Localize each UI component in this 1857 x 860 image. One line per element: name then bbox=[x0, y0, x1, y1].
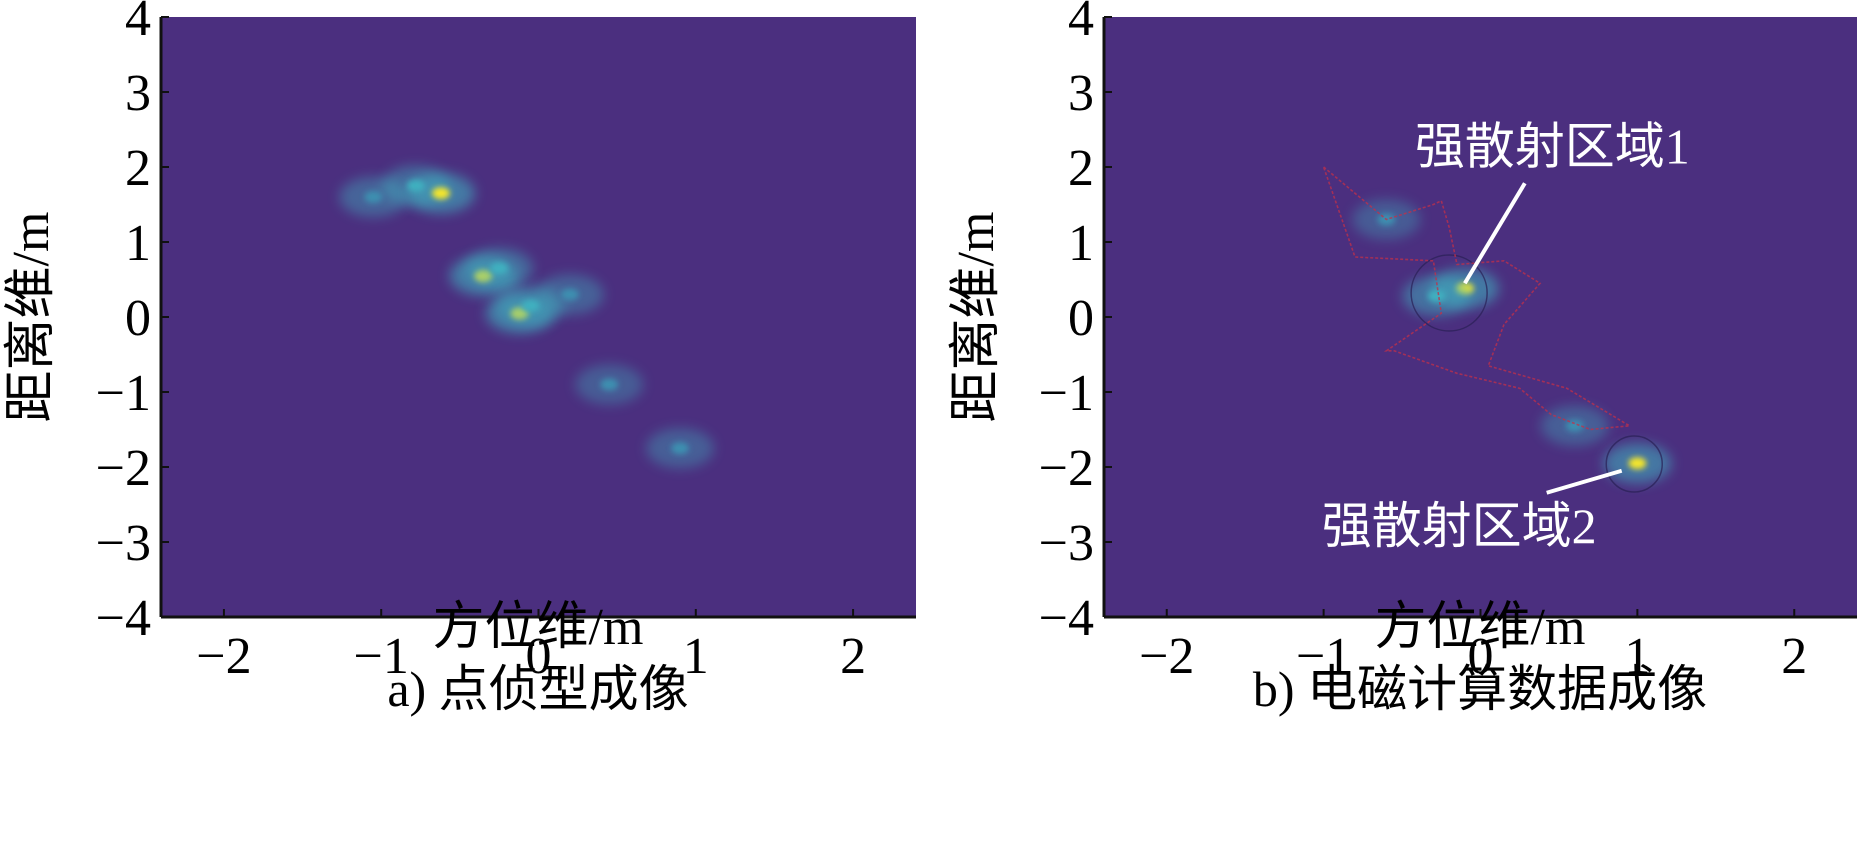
x-axis-label-a: 方位维/m bbox=[433, 599, 644, 656]
x-tick-label: 1 bbox=[683, 628, 709, 685]
x-tick-label: 1 bbox=[1624, 628, 1650, 685]
y-tick-label: 4 bbox=[1068, 0, 1094, 47]
region-marker bbox=[1605, 435, 1663, 493]
x-tick-label: −2 bbox=[1139, 628, 1194, 685]
y-tick-label: 3 bbox=[1068, 65, 1094, 122]
hotspot-point bbox=[490, 262, 509, 275]
hotspot-point bbox=[1565, 419, 1584, 432]
hotspot-point bbox=[560, 288, 579, 301]
annotation-label-2: 强散射区域2 bbox=[1322, 498, 1597, 554]
y-axis-label-b: 距离维/m bbox=[948, 212, 1005, 423]
y-tick-label: 3 bbox=[125, 65, 151, 122]
y-tick-label: 2 bbox=[1068, 140, 1094, 197]
caption-a: a) 点侦型成像 bbox=[387, 661, 688, 717]
y-tick-label: 0 bbox=[125, 290, 151, 347]
x-tick-label: 2 bbox=[840, 628, 866, 685]
x-tick-label: −1 bbox=[354, 628, 409, 685]
hotspot-point bbox=[521, 299, 540, 312]
y-tick-label: −3 bbox=[96, 515, 151, 572]
annotation-leader-2 bbox=[1546, 468, 1623, 495]
y-tick-label: −2 bbox=[1039, 440, 1094, 497]
x-tick-label: 0 bbox=[1468, 628, 1494, 685]
y-tick-label: −1 bbox=[96, 365, 151, 422]
x-tick-label: 0 bbox=[526, 628, 552, 685]
hotspot-point bbox=[1427, 290, 1446, 302]
hotspot-point bbox=[671, 442, 690, 455]
annotation-leader-1 bbox=[1463, 182, 1527, 285]
x-tick-label: −2 bbox=[196, 628, 251, 685]
y-tick-label: −3 bbox=[1039, 515, 1094, 572]
caption-b: b) 电磁计算数据成像 bbox=[1253, 661, 1707, 717]
hotspot-point bbox=[1628, 457, 1647, 470]
hotspot-point bbox=[600, 378, 619, 391]
panel-b: 4 3 2 1 0 −1 −2 −3 −4 −2 −1 0 1 2 强散射区域1 强散射区域2 方位维/m… bbox=[948, 0, 1857, 717]
y-axis-label-a: 距离维/m bbox=[3, 212, 60, 423]
hotspot-point bbox=[364, 191, 383, 203]
y-tick-label: 1 bbox=[1068, 215, 1094, 272]
y-tick-label: 4 bbox=[125, 0, 151, 47]
y-tick-label: −1 bbox=[1039, 365, 1094, 422]
panel-a: 4 3 2 1 0 −1 −2 −3 −4 −2 −1 0 1 2 方位维/m 距离维/m a) 点侦型成… bbox=[3, 0, 916, 717]
y-tick-label: 0 bbox=[1068, 290, 1094, 347]
axes-b: 4 3 2 1 0 −1 −2 −3 −4 −2 −1 0 1 2 bbox=[1039, 0, 1857, 685]
y-tick-label: 2 bbox=[125, 140, 151, 197]
y-tick-label: 1 bbox=[125, 215, 151, 272]
y-tick-label: −2 bbox=[96, 440, 151, 497]
y-tick-label: −4 bbox=[1039, 590, 1094, 647]
x-tick-label: 2 bbox=[1781, 628, 1807, 685]
plot-area-b bbox=[1104, 17, 1857, 617]
x-tick-label: −1 bbox=[1296, 628, 1351, 685]
hotspot-point bbox=[431, 187, 450, 200]
annotations-b: 强散射区域1 强散射区域2 bbox=[1322, 118, 1690, 554]
region-marker bbox=[1410, 254, 1488, 332]
axes-a: 4 3 2 1 0 −1 −2 −3 −4 −2 −1 0 1 2 bbox=[96, 0, 916, 685]
heat-layer-a bbox=[339, 165, 715, 469]
annotation-label-1: 强散射区域1 bbox=[1415, 118, 1690, 174]
y-tick-label: −4 bbox=[96, 590, 151, 647]
x-axis-label-b: 方位维/m bbox=[1375, 599, 1586, 656]
